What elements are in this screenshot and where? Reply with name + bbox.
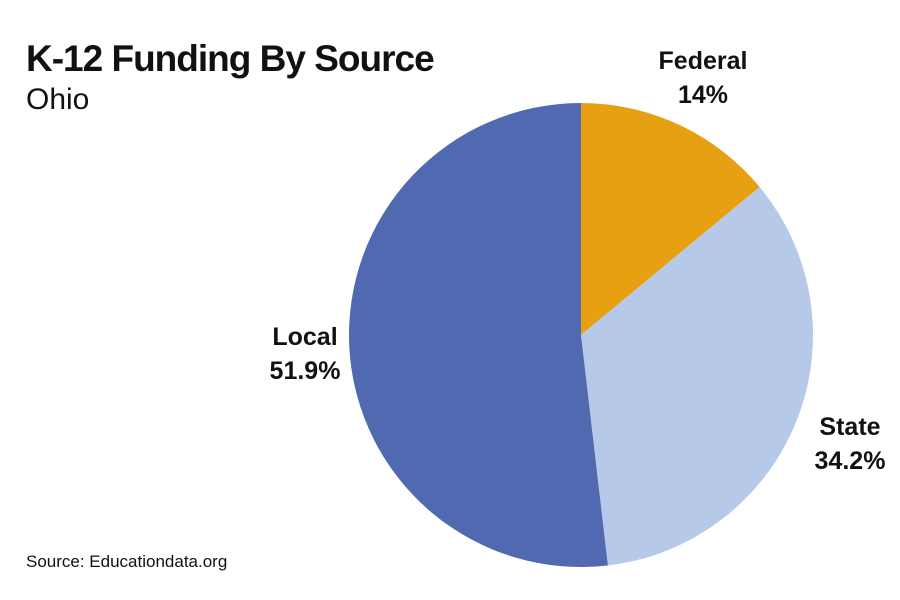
pie-slice-state (581, 186, 813, 566)
pie-slice-local (349, 103, 608, 568)
chart-subtitle: Ohio (26, 83, 90, 116)
pie-slice-federal (581, 103, 760, 335)
pie-slices (349, 103, 813, 568)
slice-label-federal: Federal (659, 47, 748, 75)
slice-value-federal: 14% (678, 81, 728, 109)
slice-label-local: Local (272, 323, 337, 351)
slice-value-local: 51.9% (270, 357, 341, 385)
pie-labels: Federal 14% State 34.2% Local 51.9% (270, 47, 886, 475)
slice-value-state: 34.2% (815, 447, 886, 475)
source-note: Source: Educationdata.org (26, 552, 228, 571)
chart-title: K-12 Funding By Source (26, 38, 435, 79)
slice-label-state: State (819, 413, 880, 441)
